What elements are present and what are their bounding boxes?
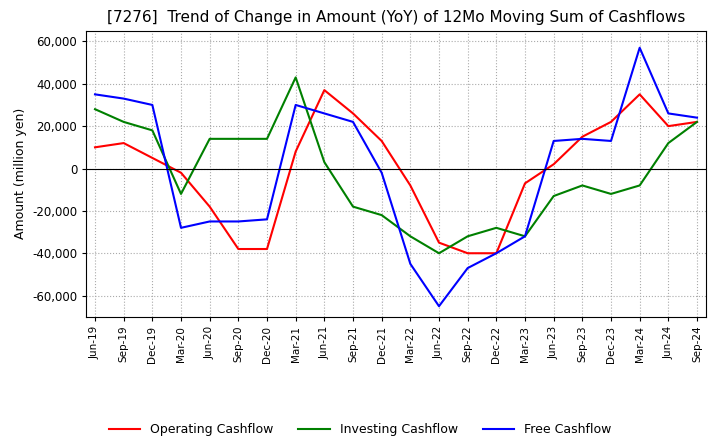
Free Cashflow (635, 45, 644, 51)
Operating Cashflow (234, 246, 243, 252)
Operating Cashflow (377, 138, 386, 143)
Investing Cashflow (406, 234, 415, 239)
Investing Cashflow (578, 183, 587, 188)
Investing Cashflow (435, 251, 444, 256)
Free Cashflow (263, 217, 271, 222)
Free Cashflow (91, 92, 99, 97)
Free Cashflow (549, 138, 558, 143)
Investing Cashflow (664, 140, 672, 146)
Free Cashflow (292, 103, 300, 108)
Free Cashflow (664, 111, 672, 116)
Free Cashflow (693, 115, 701, 120)
Investing Cashflow (607, 191, 616, 197)
Operating Cashflow (91, 145, 99, 150)
Investing Cashflow (263, 136, 271, 142)
Free Cashflow (120, 96, 128, 101)
Y-axis label: Amount (million yen): Amount (million yen) (14, 108, 27, 239)
Investing Cashflow (320, 160, 328, 165)
Legend: Operating Cashflow, Investing Cashflow, Free Cashflow: Operating Cashflow, Investing Cashflow, … (102, 417, 618, 440)
Free Cashflow (435, 304, 444, 309)
Operating Cashflow (464, 251, 472, 256)
Free Cashflow (521, 234, 529, 239)
Free Cashflow (607, 138, 616, 143)
Free Cashflow (205, 219, 214, 224)
Investing Cashflow (205, 136, 214, 142)
Title: [7276]  Trend of Change in Amount (YoY) of 12Mo Moving Sum of Cashflows: [7276] Trend of Change in Amount (YoY) o… (107, 11, 685, 26)
Free Cashflow (176, 225, 185, 231)
Free Cashflow (492, 251, 500, 256)
Line: Operating Cashflow: Operating Cashflow (95, 90, 697, 253)
Investing Cashflow (292, 75, 300, 80)
Free Cashflow (234, 219, 243, 224)
Free Cashflow (406, 261, 415, 267)
Operating Cashflow (120, 140, 128, 146)
Operating Cashflow (549, 161, 558, 167)
Investing Cashflow (635, 183, 644, 188)
Operating Cashflow (492, 251, 500, 256)
Operating Cashflow (320, 88, 328, 93)
Free Cashflow (578, 136, 587, 142)
Investing Cashflow (176, 191, 185, 197)
Operating Cashflow (176, 170, 185, 176)
Investing Cashflow (120, 119, 128, 125)
Free Cashflow (348, 119, 357, 125)
Investing Cashflow (348, 204, 357, 209)
Line: Free Cashflow: Free Cashflow (95, 48, 697, 306)
Investing Cashflow (549, 194, 558, 199)
Investing Cashflow (234, 136, 243, 142)
Operating Cashflow (521, 181, 529, 186)
Operating Cashflow (348, 111, 357, 116)
Operating Cashflow (292, 149, 300, 154)
Investing Cashflow (492, 225, 500, 231)
Operating Cashflow (607, 119, 616, 125)
Operating Cashflow (578, 134, 587, 139)
Operating Cashflow (148, 155, 157, 161)
Operating Cashflow (406, 183, 415, 188)
Investing Cashflow (464, 234, 472, 239)
Operating Cashflow (263, 246, 271, 252)
Operating Cashflow (635, 92, 644, 97)
Operating Cashflow (664, 124, 672, 129)
Operating Cashflow (435, 240, 444, 245)
Free Cashflow (464, 265, 472, 271)
Investing Cashflow (148, 128, 157, 133)
Operating Cashflow (693, 119, 701, 125)
Investing Cashflow (377, 213, 386, 218)
Free Cashflow (320, 111, 328, 116)
Investing Cashflow (521, 234, 529, 239)
Line: Investing Cashflow: Investing Cashflow (95, 77, 697, 253)
Free Cashflow (148, 103, 157, 108)
Operating Cashflow (205, 204, 214, 209)
Investing Cashflow (693, 119, 701, 125)
Free Cashflow (377, 170, 386, 176)
Investing Cashflow (91, 106, 99, 112)
